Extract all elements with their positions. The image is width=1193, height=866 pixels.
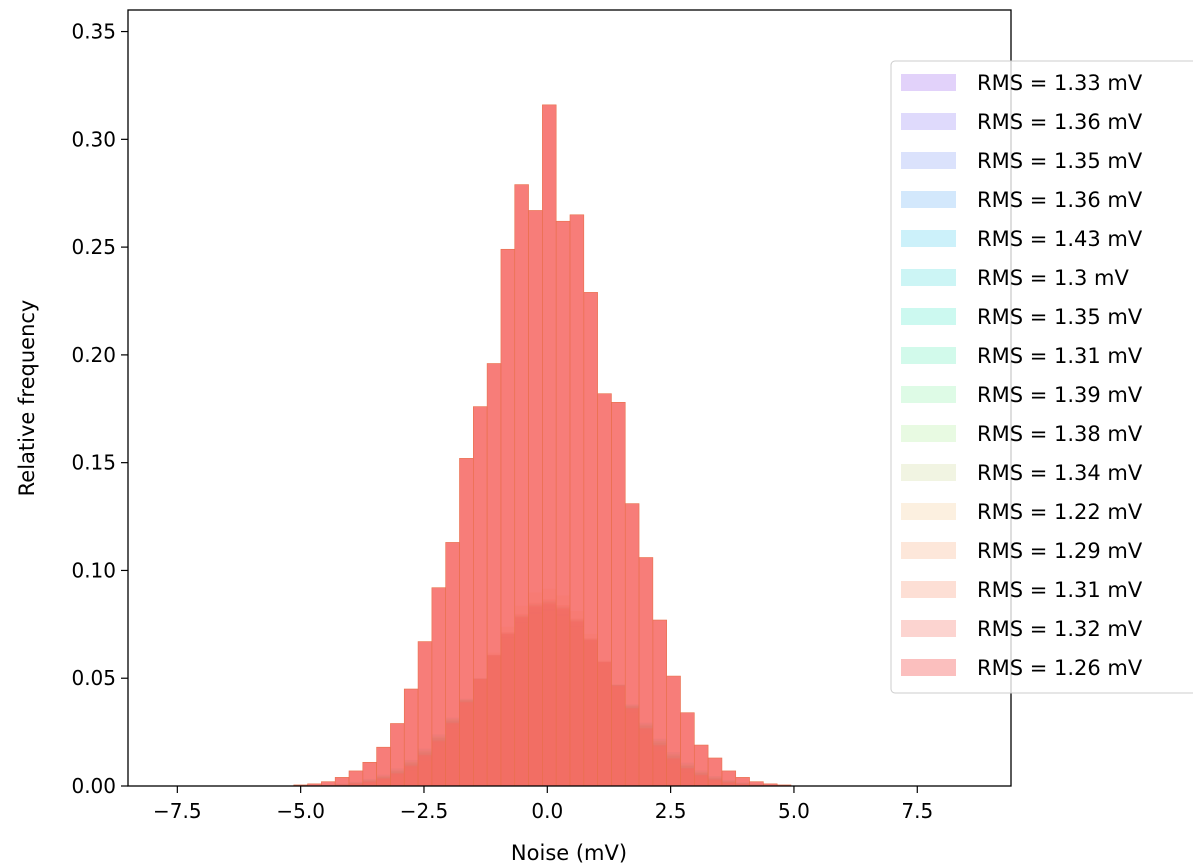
histogram-bar <box>680 712 695 787</box>
legend-swatch <box>901 308 956 325</box>
histogram-bar <box>652 619 667 787</box>
legend-swatch <box>901 425 956 442</box>
x-tick-label: 7.5 <box>901 799 933 823</box>
y-axis-label: Relative frequency <box>15 300 39 497</box>
legend-swatch <box>901 230 956 247</box>
y-tick-label: 0.25 <box>71 235 116 259</box>
legend-frame <box>890 60 1193 694</box>
histogram-bar <box>611 402 626 787</box>
histogram-bar <box>514 184 529 787</box>
histogram-bar <box>376 746 391 787</box>
legend: RMS = 1.33 mV RMS = 1.36 mV RMS = 1.35 mV R… <box>890 60 1193 694</box>
histogram-bar <box>555 220 571 787</box>
legend-entry-label: RMS = 1.3 mV <box>977 266 1130 290</box>
x-axis-ticks: −7.5 −5.0 −2.5 0.0 2.5 5.0 7.5 <box>153 786 933 823</box>
legend-swatch <box>901 581 956 598</box>
legend-swatch <box>901 191 956 208</box>
legend-entry-label: RMS = 1.36 mV <box>977 110 1143 134</box>
histogram-bar <box>459 458 474 787</box>
histogram-bar <box>569 214 585 787</box>
legend-entry-label: RMS = 1.36 mV <box>977 188 1143 212</box>
legend-swatch <box>901 542 956 559</box>
x-tick-label: −2.5 <box>400 799 449 823</box>
y-tick-label: 0.20 <box>71 343 116 367</box>
legend-swatch <box>901 347 956 364</box>
legend-swatch <box>901 113 956 130</box>
x-tick-label: −5.0 <box>276 799 325 823</box>
legend-swatch <box>901 269 956 286</box>
legend-entry-label: RMS = 1.39 mV <box>977 383 1143 407</box>
histogram-bar <box>638 557 654 787</box>
histogram-bar <box>583 292 598 787</box>
legend-entry-label: RMS = 1.35 mV <box>977 149 1143 173</box>
histogram-bar <box>334 777 350 787</box>
histogram-bar <box>500 248 516 787</box>
y-tick-label: 0.15 <box>71 451 116 475</box>
legend-entry-label: RMS = 1.22 mV <box>977 500 1143 524</box>
histogram-bar <box>693 744 709 787</box>
legend-swatch <box>901 503 956 520</box>
x-tick-label: −7.5 <box>153 799 202 823</box>
legend-swatch <box>901 620 956 637</box>
histogram-bar <box>666 675 681 787</box>
legend-entry-label: RMS = 1.43 mV <box>977 227 1143 251</box>
legend-entry-label: RMS = 1.34 mV <box>977 461 1143 485</box>
histogram-bar <box>390 723 405 787</box>
x-axis-label: Noise (mV) <box>511 841 627 865</box>
legend-entry-label: RMS = 1.31 mV <box>977 344 1143 368</box>
x-tick-label: 5.0 <box>778 799 810 823</box>
histogram-bar <box>348 770 364 787</box>
y-tick-label: 0.10 <box>71 558 116 582</box>
histogram-bar <box>735 777 750 787</box>
histogram-bar <box>542 104 557 787</box>
legend-swatch <box>901 74 956 91</box>
bars-layer <box>293 104 792 787</box>
x-tick-label: 0.0 <box>531 799 563 823</box>
histogram-bar <box>721 770 737 787</box>
histogram-bar <box>624 503 640 787</box>
y-axis-ticks: 0.00 0.05 0.10 0.15 0.20 0.25 0.30 0.35 <box>71 20 128 798</box>
histogram-bar <box>431 587 446 787</box>
legend-swatch <box>901 386 956 403</box>
histogram-bar <box>473 406 488 787</box>
legend-entry-label: RMS = 1.26 mV <box>977 656 1143 680</box>
histogram-bar <box>707 757 723 787</box>
x-tick-label: 2.5 <box>655 799 687 823</box>
legend-swatch <box>901 152 956 169</box>
legend-swatch <box>901 464 956 481</box>
legend-entry-label: RMS = 1.35 mV <box>977 305 1143 329</box>
histogram-bar <box>528 210 543 787</box>
y-tick-label: 0.35 <box>71 20 116 44</box>
histogram-bar <box>403 688 419 787</box>
y-tick-label: 0.30 <box>71 127 116 151</box>
y-tick-label: 0.00 <box>71 774 116 798</box>
y-tick-label: 0.05 <box>71 666 116 690</box>
legend-entry-label: RMS = 1.33 mV <box>977 71 1143 95</box>
legend-entry-label: RMS = 1.32 mV <box>977 617 1143 641</box>
legend-entry-label: RMS = 1.29 mV <box>977 539 1143 563</box>
legend-entry-label: RMS = 1.38 mV <box>977 422 1143 446</box>
histogram-bar <box>362 761 377 787</box>
legend-entry-label: RMS = 1.31 mV <box>977 578 1143 602</box>
series-16-bars <box>293 104 792 787</box>
legend-swatch <box>901 659 956 676</box>
histogram-bar <box>486 363 502 787</box>
histogram-bar <box>597 393 612 787</box>
histogram-bar <box>445 542 460 787</box>
histogram-bar <box>417 641 433 787</box>
